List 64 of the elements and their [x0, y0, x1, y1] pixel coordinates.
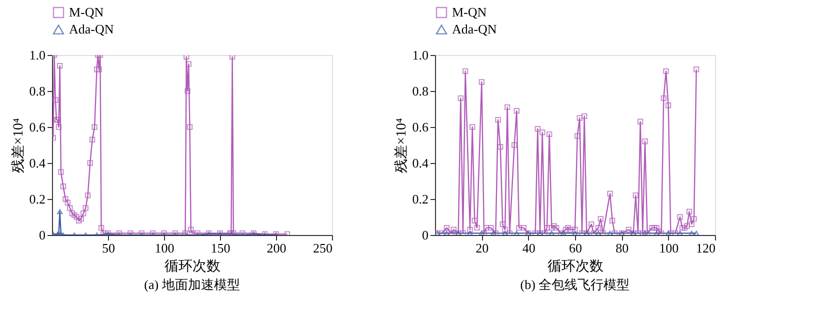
point: [186, 124, 193, 130]
point: [96, 66, 102, 72]
x-tick-label: 40: [522, 240, 536, 256]
point: [184, 88, 190, 94]
point: [74, 214, 80, 220]
point: [89, 136, 96, 142]
x-tick-label: 100: [154, 240, 174, 256]
legend-label: M-QN: [69, 4, 104, 20]
point: [186, 61, 192, 67]
point: [184, 55, 190, 60]
x-tick-label: 20: [476, 240, 489, 256]
y-axis-title: 残差×10⁴: [393, 118, 410, 173]
point: [58, 169, 64, 175]
y-tick-label: 0: [422, 228, 428, 242]
point: [56, 62, 63, 69]
point: [84, 192, 91, 198]
x-tick-label: 60: [569, 240, 582, 256]
point: [82, 205, 88, 211]
y-tick-label: 0.4: [29, 156, 46, 170]
point: [69, 210, 76, 216]
point: [189, 230, 195, 235]
y-tick-label: 1.0: [29, 48, 46, 62]
x-tick-label: 80: [616, 240, 629, 256]
y-tick-label: 0: [39, 228, 46, 242]
point: [72, 212, 78, 218]
x-tick-label: 120: [696, 240, 716, 256]
legend-label: M-QN: [452, 4, 488, 20]
point: [76, 218, 82, 224]
point: [80, 210, 86, 216]
text: (a) 地面加速模型: [144, 277, 240, 292]
y-tick-label: 1.0: [412, 48, 428, 62]
y-tick-label: 0.8: [412, 84, 428, 98]
legend-label: Ada-QN: [69, 22, 114, 36]
x-axis-title: 循环次数: [548, 258, 604, 274]
y-tick-label: 0.4: [412, 156, 429, 170]
y-tick-label: 0.6: [29, 120, 46, 134]
point: [87, 160, 93, 166]
y-tick-label: 0.8: [29, 84, 46, 98]
point: [52, 97, 58, 103]
point: [64, 200, 71, 206]
legend-label: Ada-QN: [452, 22, 498, 36]
point: [67, 205, 73, 211]
point: [229, 55, 236, 60]
point: [56, 124, 62, 130]
y-tick-label: 0.6: [412, 120, 429, 134]
point: [62, 196, 68, 202]
x-tick-label: 250: [313, 240, 332, 256]
point: [98, 224, 104, 231]
x-axis-title: 循环次数: [164, 258, 220, 274]
point: [60, 184, 66, 190]
point: [188, 226, 194, 232]
x-tick-label: 50: [102, 240, 115, 256]
y-tick-label: 0.2: [29, 192, 46, 206]
point: [100, 230, 106, 235]
y-axis-title: 残差×10⁴: [10, 118, 26, 173]
text: (b) 全包线飞行模型: [520, 277, 630, 292]
point: [56, 209, 63, 214]
x-tick-label: 100: [659, 240, 679, 256]
point: [94, 66, 100, 72]
x-tick-label: 150: [210, 240, 230, 256]
point: [78, 216, 84, 222]
point: [92, 124, 98, 130]
x-tick-label: 200: [266, 240, 286, 256]
y-tick-label: 0.2: [412, 192, 428, 206]
